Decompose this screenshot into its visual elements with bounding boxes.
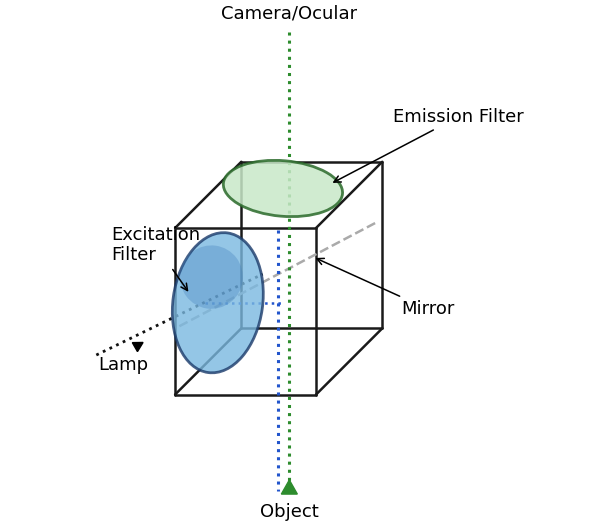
Text: Mirror: Mirror <box>317 258 455 318</box>
Ellipse shape <box>180 246 243 309</box>
Text: Object: Object <box>260 503 319 521</box>
Text: Emission Filter: Emission Filter <box>334 108 524 182</box>
Text: Lamp: Lamp <box>98 356 148 373</box>
Ellipse shape <box>223 160 343 217</box>
Text: Camera/Ocular: Camera/Ocular <box>221 5 357 23</box>
Polygon shape <box>132 342 143 351</box>
Ellipse shape <box>172 232 263 373</box>
Text: Excitation
Filter: Excitation Filter <box>111 226 200 290</box>
Polygon shape <box>281 480 297 494</box>
